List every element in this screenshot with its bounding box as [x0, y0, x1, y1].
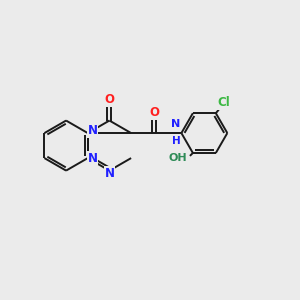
- Text: N: N: [104, 167, 114, 180]
- Text: O: O: [104, 93, 114, 106]
- Text: Cl: Cl: [218, 96, 230, 110]
- Text: O: O: [149, 106, 159, 119]
- Text: OH: OH: [169, 153, 188, 163]
- Text: N: N: [88, 152, 98, 165]
- Text: N: N: [172, 119, 181, 129]
- Text: H: H: [172, 136, 181, 146]
- Text: N: N: [88, 124, 98, 137]
